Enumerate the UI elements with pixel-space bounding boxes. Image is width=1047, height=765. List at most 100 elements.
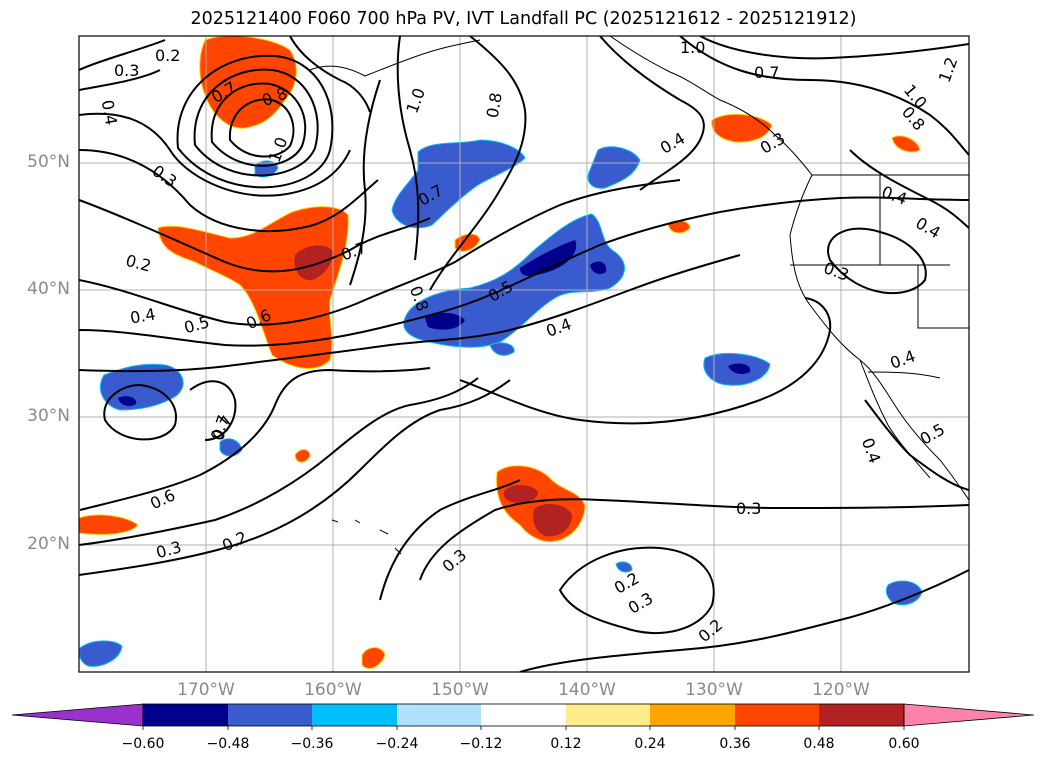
lon-label-140w: 140°W bbox=[558, 680, 616, 700]
contour-label: 0.3 bbox=[114, 61, 139, 80]
negative-anomaly-small-c bbox=[79, 640, 123, 667]
contour-label: 0.3 bbox=[736, 499, 761, 518]
colorbar-extend-high bbox=[903, 703, 1035, 727]
contour-17 bbox=[429, 36, 527, 291]
positive-anomaly-gulf-alaska bbox=[711, 113, 773, 143]
negative-anomaly-small-b bbox=[885, 580, 923, 606]
colorbar-extend-low bbox=[11, 703, 144, 727]
colorbar-frame bbox=[142, 703, 905, 727]
contour-low-1 bbox=[228, 98, 295, 158]
lat-label-50n: 50°N bbox=[27, 152, 70, 172]
figure-title: 2025121400 F060 700 hPa PV, IVT Landfall… bbox=[190, 9, 857, 29]
positive-anomaly-aleutian-low bbox=[199, 36, 297, 129]
positive-anomaly-west-edge bbox=[79, 514, 139, 535]
contour-lines bbox=[79, 36, 969, 672]
contour-low-2 bbox=[210, 82, 307, 167]
contour-6 bbox=[79, 254, 741, 373]
coast-us-west bbox=[789, 234, 969, 501]
colorbar-tick-label: −0.24 bbox=[375, 736, 419, 752]
negative-anomaly-east-core bbox=[728, 363, 751, 374]
contour-4 bbox=[79, 179, 681, 326]
positive-anomaly-subtropical-core1 bbox=[503, 484, 538, 503]
border-us-mexico bbox=[867, 371, 941, 379]
negative-anomaly-small-e bbox=[489, 342, 515, 356]
negative-anomaly-west-core bbox=[118, 396, 137, 406]
colorbar-tick-label: −0.60 bbox=[121, 736, 165, 752]
colorbar-tick-label: 0.12 bbox=[550, 736, 582, 752]
positive-anomaly-small-4 bbox=[294, 449, 311, 463]
contour-15 bbox=[679, 36, 969, 156]
contour-25 bbox=[103, 383, 177, 441]
colorbar-segment bbox=[481, 704, 566, 726]
colorbar-segment bbox=[819, 704, 904, 726]
contour-23 bbox=[459, 297, 832, 425]
lat-label-20n: 20°N bbox=[27, 534, 70, 554]
negative-anomaly-core-1 bbox=[520, 240, 577, 276]
lon-label-120w: 120°W bbox=[812, 680, 870, 700]
positive-anomaly-small-3 bbox=[891, 135, 921, 153]
contour-26 bbox=[189, 380, 237, 441]
positive-anomaly-small-5 bbox=[361, 647, 386, 669]
colorbar-tick-label: 0.36 bbox=[719, 736, 751, 752]
colorbar-tick-label: −0.36 bbox=[290, 736, 334, 752]
colorbar-segment bbox=[228, 704, 312, 726]
colorbar-segment bbox=[566, 704, 650, 726]
contour-8 bbox=[79, 377, 479, 546]
contour-9 bbox=[79, 379, 511, 576]
map-gridlines bbox=[79, 36, 969, 672]
coast-alaska bbox=[609, 36, 813, 176]
contour-20 bbox=[827, 227, 927, 295]
lat-label-30n: 30°N bbox=[27, 406, 70, 426]
contour-27 bbox=[79, 39, 166, 71]
colorbar-tick-label: 0.24 bbox=[634, 736, 666, 752]
colorbar-segment bbox=[312, 704, 397, 726]
colorbar-tick-label: −0.48 bbox=[206, 736, 250, 752]
positive-anomaly-central-core bbox=[294, 245, 333, 281]
contour-14 bbox=[699, 36, 969, 60]
colorbar-segment bbox=[650, 704, 735, 726]
contour-3 bbox=[79, 199, 431, 273]
lon-label-160w: 160°W bbox=[304, 680, 362, 700]
contour-2 bbox=[79, 149, 379, 232]
positive-anomaly-subtropical-core2 bbox=[533, 504, 572, 537]
contour-low-4 bbox=[176, 54, 334, 189]
contour-low-3 bbox=[193, 68, 319, 177]
contour-label: 1.0 bbox=[680, 38, 705, 57]
negative-anomaly-north-small bbox=[587, 146, 641, 189]
contour-28 bbox=[79, 69, 161, 91]
colorbar-segment bbox=[143, 704, 228, 726]
contour-24 bbox=[864, 399, 969, 491]
negative-anomaly-fill bbox=[79, 139, 923, 667]
negative-anomaly-core-3 bbox=[590, 261, 607, 274]
lat-label-40n: 40°N bbox=[27, 279, 70, 299]
colorbar-tick-label: 0.60 bbox=[888, 736, 920, 752]
contour-29 bbox=[289, 36, 371, 113]
contour-label: 0.2 bbox=[155, 46, 180, 65]
colorbar-tick-label: 0.48 bbox=[803, 736, 835, 752]
map-frame bbox=[78, 35, 970, 673]
contour-label: 0.7 bbox=[754, 63, 779, 82]
contour-7 bbox=[79, 367, 431, 511]
contour-12 bbox=[558, 546, 715, 635]
contour-13 bbox=[519, 569, 969, 672]
lon-label-150w: 150°W bbox=[431, 680, 489, 700]
colorbar-tick-label: −0.12 bbox=[459, 736, 503, 752]
contour-label: 0.4 bbox=[98, 98, 121, 126]
negative-anomaly-north bbox=[391, 139, 526, 229]
contour-label: 0.8 bbox=[483, 91, 506, 119]
contour-1 bbox=[79, 112, 351, 197]
contour-18 bbox=[396, 36, 420, 261]
contour-11 bbox=[419, 498, 969, 581]
coast-aleutians bbox=[309, 39, 481, 77]
contour-5 bbox=[79, 211, 721, 347]
lon-label-170w: 170°W bbox=[177, 680, 235, 700]
colorbar bbox=[11, 703, 1035, 730]
contour-16 bbox=[599, 36, 705, 191]
coast-bc bbox=[789, 174, 813, 236]
negative-anomaly-small-f bbox=[615, 561, 633, 573]
contour-10 bbox=[379, 479, 521, 601]
contour-22 bbox=[719, 196, 969, 213]
contour-label: 0.4 bbox=[129, 304, 157, 327]
colorbar-segment bbox=[397, 704, 481, 726]
